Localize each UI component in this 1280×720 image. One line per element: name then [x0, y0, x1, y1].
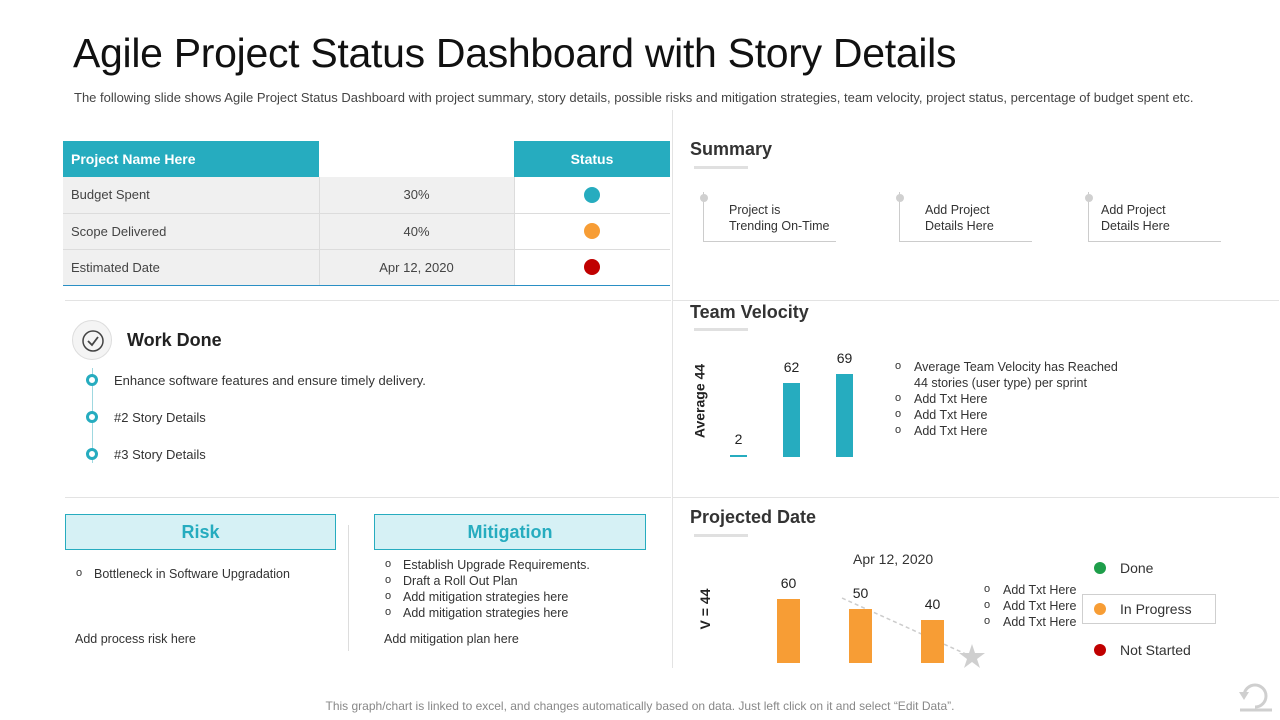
- projected-title: Projected Date: [690, 507, 817, 527]
- timeline-knob-icon: [896, 194, 904, 202]
- trend-line: [841, 597, 969, 656]
- ring-bullet-icon: [86, 448, 98, 460]
- row-value: 40%: [318, 213, 514, 250]
- list-item: Draft a Roll Out Plan: [385, 572, 590, 589]
- legend-in-progress: In Progress: [1094, 601, 1192, 617]
- risk-header: Risk: [65, 514, 336, 550]
- divider-right-1: [673, 300, 1279, 301]
- projected-bar-3: [921, 620, 944, 663]
- velocity-bar-label-2: 62: [783, 358, 800, 375]
- checkmark-circle-icon: [72, 320, 112, 360]
- velocity-bar-2: [783, 382, 800, 457]
- legend-not-started: Not Started: [1094, 642, 1191, 658]
- projected-date-label: Apr 12, 2020: [853, 551, 934, 567]
- projected-underline: [694, 534, 748, 537]
- legend-dot-icon: [1094, 603, 1106, 615]
- projected-bar-2: [849, 609, 872, 663]
- list-item: Add Txt Here: [895, 422, 1118, 439]
- table-header-status: Status: [514, 141, 670, 177]
- list-item: Add mitigation strategies here: [385, 604, 590, 621]
- velocity-title: Team Velocity: [690, 302, 809, 322]
- ring-bullet-icon: [86, 411, 98, 423]
- row-label: Scope Delivered: [63, 213, 319, 250]
- legend-dot-icon: [1094, 562, 1106, 574]
- row-value: 30%: [318, 177, 514, 214]
- project-status-table: Project Name Here Status Budget Spent 30…: [63, 141, 670, 286]
- velocity-bar-1: [730, 454, 747, 457]
- mitigation-note: Add mitigation plan here: [384, 632, 519, 646]
- list-item: Add Txt Here: [984, 613, 1076, 630]
- row-value: Apr 12, 2020: [318, 249, 514, 286]
- table-header-project: Project Name Here: [63, 141, 319, 177]
- velocity-underline: [694, 328, 748, 331]
- mitigation-list: Establish Upgrade Requirements. Draft a …: [385, 556, 590, 621]
- star-icon: [959, 644, 985, 668]
- list-item: Add Txt Here: [895, 406, 1118, 423]
- risk-note: Add process risk here: [75, 632, 196, 646]
- list-item: Add Txt Here: [984, 597, 1076, 614]
- list-item: Average Team Velocity has Reached: [895, 358, 1118, 375]
- risk-list: Bottleneck in Software Upgradation: [76, 565, 290, 582]
- list-item: Bottleneck in Software Upgradation: [76, 565, 290, 582]
- summary-item: Project is Trending On-Time: [700, 192, 836, 242]
- table-row: Scope Delivered 40%: [63, 213, 670, 250]
- summary-title: Summary: [690, 139, 773, 159]
- table-row: Estimated Date Apr 12, 2020: [63, 249, 670, 286]
- legend-dot-icon: [1094, 644, 1106, 656]
- refresh-logo-icon: [1239, 683, 1272, 712]
- page-title: Agile Project Status Dashboard with Stor…: [73, 30, 957, 76]
- list-item: Add Txt Here: [895, 390, 1118, 407]
- footer-note: This graph/chart is linked to excel, and…: [325, 699, 955, 713]
- velocity-bar-label-1: 2: [734, 430, 743, 447]
- projected-bar-1: [777, 598, 800, 663]
- timeline-knob-icon: [700, 194, 708, 202]
- list-item: Establish Upgrade Requirements.: [385, 556, 590, 573]
- work-done-title: Work Done: [127, 330, 222, 350]
- list-item: Add mitigation strategies here: [385, 588, 590, 605]
- mitigation-header: Mitigation: [374, 514, 646, 550]
- velocity-bullets: Average Team Velocity has Reached 44 sto…: [895, 358, 1118, 439]
- status-dot: [584, 259, 601, 276]
- velocity-bar-label-3: 69: [836, 350, 853, 367]
- legend-done: Done: [1094, 560, 1153, 576]
- table-row: Budget Spent 30%: [63, 177, 670, 214]
- projected-bar-label-2: 50: [852, 585, 869, 602]
- ring-bullet-icon: [86, 374, 98, 386]
- divider-left-1: [65, 300, 671, 301]
- legend-highlight-box: [1082, 594, 1216, 624]
- risk-mitigation-divider: [348, 525, 349, 651]
- row-label: Budget Spent: [63, 177, 319, 214]
- row-label: Estimated Date: [63, 249, 319, 286]
- projected-bar-label-3: 40: [924, 596, 941, 612]
- page-subtitle: The following slide shows Agile Project …: [74, 90, 1194, 105]
- divider-left-2: [65, 497, 671, 498]
- divider-right-2: [673, 497, 1279, 498]
- projected-bar-label-1: 60: [780, 574, 797, 591]
- velocity-bar-3: [836, 374, 853, 457]
- status-dot: [584, 187, 601, 204]
- projected-bullets: Add Txt Here Add Txt Here Add Txt Here: [984, 581, 1076, 630]
- table-header-blank: [319, 141, 514, 177]
- summary-underline: [694, 166, 748, 169]
- timeline-knob-icon: [1085, 194, 1093, 202]
- list-item: Add Txt Here: [984, 581, 1076, 598]
- summary-item: Add Project Details Here: [896, 192, 1032, 242]
- vertical-divider: [672, 110, 673, 668]
- list-item: 44 stories (user type) per sprint: [914, 376, 1087, 390]
- status-dot: [584, 223, 601, 240]
- summary-item: Add Project Details Here: [1085, 192, 1221, 242]
